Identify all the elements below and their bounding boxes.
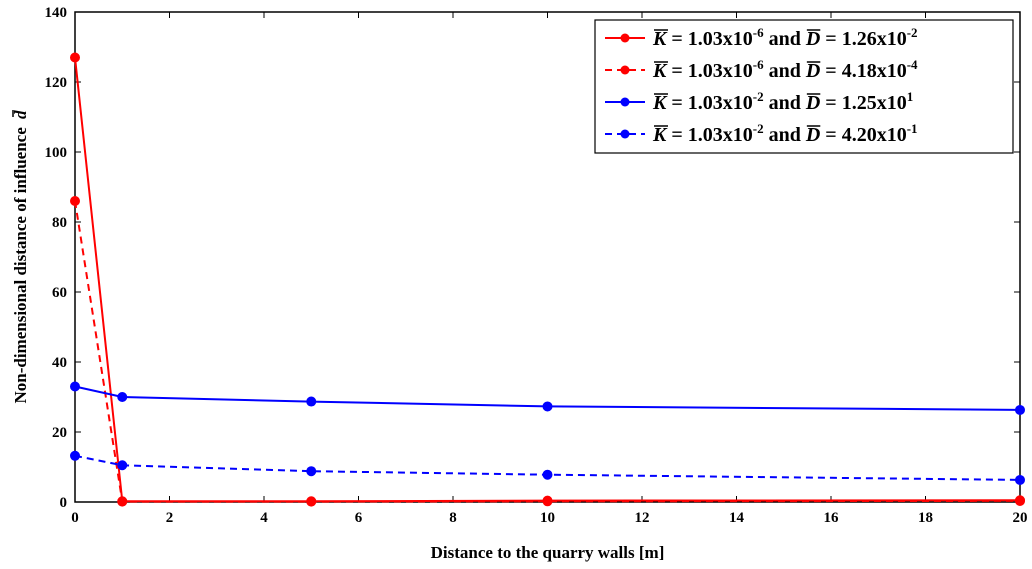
series-2-point [306, 496, 317, 507]
y-tick-label: 100 [45, 145, 68, 161]
legend-label-3: K = 1.03x10-2 and D = 1.25x101 [652, 89, 913, 114]
x-tick-label: 18 [918, 510, 933, 526]
y-axis-title-text: Non-dimensional distance of influence [11, 127, 30, 404]
series-layer [70, 52, 1025, 507]
x-tick-label: 14 [729, 510, 745, 526]
svg-text:Non-dimensional distance of in: Non-dimensional distance of influence d [11, 110, 30, 404]
y-tick-label: 140 [45, 5, 68, 21]
x-tick-label: 10 [540, 510, 555, 526]
x-tick-label: 16 [824, 510, 840, 526]
x-axis-title: Distance to the quarry walls [m] [431, 543, 665, 562]
y-axis-title: Non-dimensional distance of influence d [11, 109, 30, 404]
y-axis-title-symbol: d [11, 110, 30, 119]
legend-label-2: K = 1.03x10-6 and D = 4.18x10-4 [652, 57, 918, 82]
legend: K = 1.03x10-6 and D = 1.26x10-2 K = 1.03x… [594, 19, 1014, 154]
y-tick-label: 20 [52, 425, 67, 441]
series-2-point [542, 496, 553, 507]
y-tick-label: 0 [60, 495, 68, 511]
legend-box [594, 19, 1014, 154]
series-4-point [70, 450, 80, 461]
series-3-point [117, 392, 128, 402]
legend-marker-3 [620, 97, 630, 107]
legend-marker-2 [620, 65, 630, 75]
y-tick-label: 60 [52, 285, 67, 301]
x-tick-label: 8 [449, 510, 457, 526]
series-3-point [542, 401, 553, 412]
series-4-point [117, 460, 128, 471]
series-2-point [1015, 495, 1025, 506]
legend-marker-1 [620, 33, 630, 43]
legend-marker-4 [620, 129, 630, 139]
y-tick-label: 80 [52, 215, 67, 231]
x-tick-label: 4 [260, 510, 268, 526]
legend-label-1: K = 1.03x10-6 and D = 1.26x10-2 [652, 25, 918, 50]
series-3-point [1015, 404, 1025, 415]
x-tick-label: 20 [1013, 510, 1028, 526]
series-4-point [1015, 474, 1025, 485]
x-tick-label: 2 [166, 510, 174, 526]
legend-label-4: K = 1.03x10-2 and D = 4.20x10-1 [652, 121, 918, 146]
series-2-point [70, 196, 80, 206]
x-tick-label: 12 [635, 510, 650, 526]
series-1-point [70, 52, 80, 63]
series-2-point [117, 496, 128, 507]
y-tick-label: 40 [52, 355, 67, 371]
x-tick-label: 0 [71, 510, 79, 526]
y-tick-label: 120 [45, 75, 68, 91]
series-3-point [70, 381, 80, 392]
series-3-point [306, 396, 317, 407]
series-4-point [542, 469, 553, 480]
series-4-point [306, 466, 317, 477]
x-tick-label: 6 [355, 510, 363, 526]
